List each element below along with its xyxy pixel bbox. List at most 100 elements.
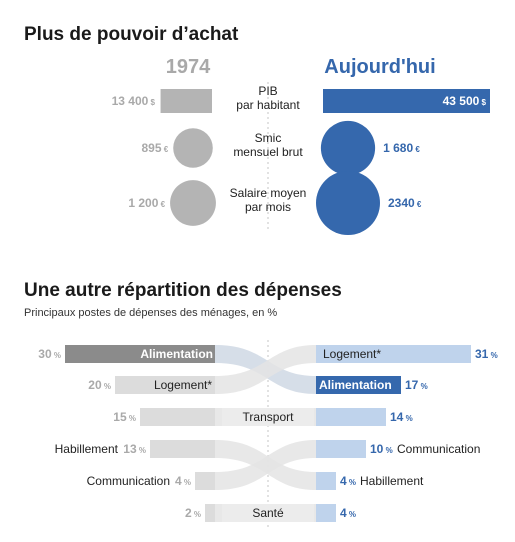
pct-past-2-unit: % xyxy=(127,414,136,423)
pct-past-5: 2 % xyxy=(185,506,201,520)
pct-now-4: 4 % xyxy=(340,474,356,488)
pct-past-1: 20 % xyxy=(88,378,111,392)
bar-now-spend-5 xyxy=(316,504,336,522)
pct-now-3-unit: % xyxy=(383,446,392,455)
value-now-2-number: 2340 xyxy=(388,196,415,210)
value-past-0: 13 400 $ xyxy=(112,94,156,108)
pct-now-3-number: 10 xyxy=(370,442,384,456)
pct-now-2-unit: % xyxy=(403,414,412,423)
pct-past-3: 13 % xyxy=(123,442,146,456)
pct-now-1: 17 % xyxy=(405,378,428,392)
chart2-title: Une autre répartition des dépenses xyxy=(24,280,342,301)
pct-past-2-number: 15 xyxy=(113,410,127,424)
value-now-1: 1 680 € xyxy=(383,141,420,155)
value-now-1-unit: € xyxy=(413,145,420,154)
pct-past-0-unit: % xyxy=(52,351,61,360)
value-now-1-number: 1 680 xyxy=(383,141,413,155)
bar-past-spend-1 xyxy=(115,376,215,394)
cat-now-1: Alimentation xyxy=(319,378,392,392)
pct-past-1-unit: % xyxy=(102,382,111,391)
bar-past-0 xyxy=(160,89,212,113)
bar-now-spend-4 xyxy=(316,472,336,490)
pct-now-0: 31 % xyxy=(475,347,498,361)
pct-now-0-number: 31 xyxy=(475,347,489,361)
pct-past-5-number: 2 xyxy=(185,506,192,520)
flow-ribbon-1 xyxy=(215,345,316,394)
circle-past-2 xyxy=(170,180,216,226)
bar-past-spend-5 xyxy=(205,504,215,522)
center-label-bg-2 xyxy=(222,408,314,426)
pct-now-1-number: 17 xyxy=(405,378,419,392)
cat-now-4: Habillement xyxy=(360,474,424,488)
bar-now-spend-2 xyxy=(316,408,386,426)
value-now-0-unit: $ xyxy=(479,98,486,107)
pct-now-5-unit: % xyxy=(347,510,356,519)
cat-past-1: Logement* xyxy=(154,378,212,392)
cat-now-3: Communication xyxy=(397,442,480,456)
value-past-2-number: 1 200 xyxy=(128,196,158,210)
pct-now-5: 4 % xyxy=(340,506,356,520)
pct-past-3-number: 13 xyxy=(123,442,137,456)
center-label-5: Santé xyxy=(252,506,284,520)
cat-past-3: Habillement xyxy=(55,442,119,456)
value-now-2: 2340 € xyxy=(388,196,422,210)
row-label-line: par mois xyxy=(245,200,291,214)
value-past-0-unit: $ xyxy=(148,98,155,107)
pct-now-2: 14 % xyxy=(390,410,413,424)
bar-past-spend-4 xyxy=(195,472,215,490)
center-label-bg-5 xyxy=(222,504,314,522)
bar-now-spend-3 xyxy=(316,440,366,458)
value-past-2: 1 200 € xyxy=(128,196,165,210)
pct-now-4-unit: % xyxy=(347,478,356,487)
row-label-line: par habitant xyxy=(236,98,300,112)
bar-now-0 xyxy=(323,89,490,113)
value-now-0-number: 43 500 xyxy=(443,94,480,108)
pct-now-2-number: 14 xyxy=(390,410,404,424)
circle-past-1 xyxy=(173,128,213,168)
bar-now-spend-1 xyxy=(316,376,401,394)
pct-now-3: 10 % xyxy=(370,442,393,456)
pct-past-2: 15 % xyxy=(113,410,136,424)
chart2-subtitle: Principaux postes de dépenses des ménage… xyxy=(24,307,277,319)
bar-past-spend-0 xyxy=(65,345,215,363)
pct-past-3-unit: % xyxy=(137,446,146,455)
value-past-1: 895 € xyxy=(142,141,169,155)
value-past-1-number: 895 xyxy=(142,141,162,155)
pct-past-5-unit: % xyxy=(192,510,201,519)
pct-now-4-number: 4 xyxy=(340,474,347,488)
pct-past-4-number: 4 xyxy=(175,474,182,488)
year-label-past: 1974 xyxy=(166,56,211,78)
row-label-line: Salaire moyen xyxy=(230,186,307,200)
pct-past-4: 4 % xyxy=(175,474,191,488)
flow-ribbon-4 xyxy=(215,440,316,490)
row-label-2: Salaire moyen par mois xyxy=(230,186,307,214)
value-past-2-unit: € xyxy=(158,200,165,209)
circle-now-2 xyxy=(316,171,380,235)
value-now-0: 43 500 $ xyxy=(443,94,487,108)
pct-past-0-number: 30 xyxy=(38,347,52,361)
center-label-2: Transport xyxy=(243,410,295,424)
pct-now-1-unit: % xyxy=(418,382,427,391)
circle-now-1 xyxy=(320,120,376,176)
row-label-line: Smic xyxy=(255,131,282,145)
value-past-1-unit: € xyxy=(162,145,169,154)
value-now-2-unit: € xyxy=(415,200,422,209)
pct-past-4-unit: % xyxy=(182,478,191,487)
cat-now-0: Logement* xyxy=(323,347,381,361)
row-label-1: Smic mensuel brut xyxy=(233,131,303,159)
bar-now-spend-0 xyxy=(316,345,471,363)
bar-past-spend-3 xyxy=(150,440,215,458)
pct-past-0: 30 % xyxy=(38,347,61,361)
cat-past-0: Alimentation xyxy=(140,347,213,361)
row-label-line: mensuel brut xyxy=(233,145,303,159)
pct-now-0-unit: % xyxy=(488,351,497,360)
year-label-now: Aujourd'hui xyxy=(324,56,435,78)
pct-past-1-number: 20 xyxy=(88,378,102,392)
row-label-line: PIB xyxy=(258,84,277,98)
chart1-title: Plus de pouvoir d’achat xyxy=(24,24,239,45)
cat-past-4: Communication xyxy=(87,474,170,488)
row-label-0: PIB par habitant xyxy=(236,84,300,112)
value-past-0-number: 13 400 xyxy=(112,94,149,108)
pct-now-5-number: 4 xyxy=(340,506,347,520)
